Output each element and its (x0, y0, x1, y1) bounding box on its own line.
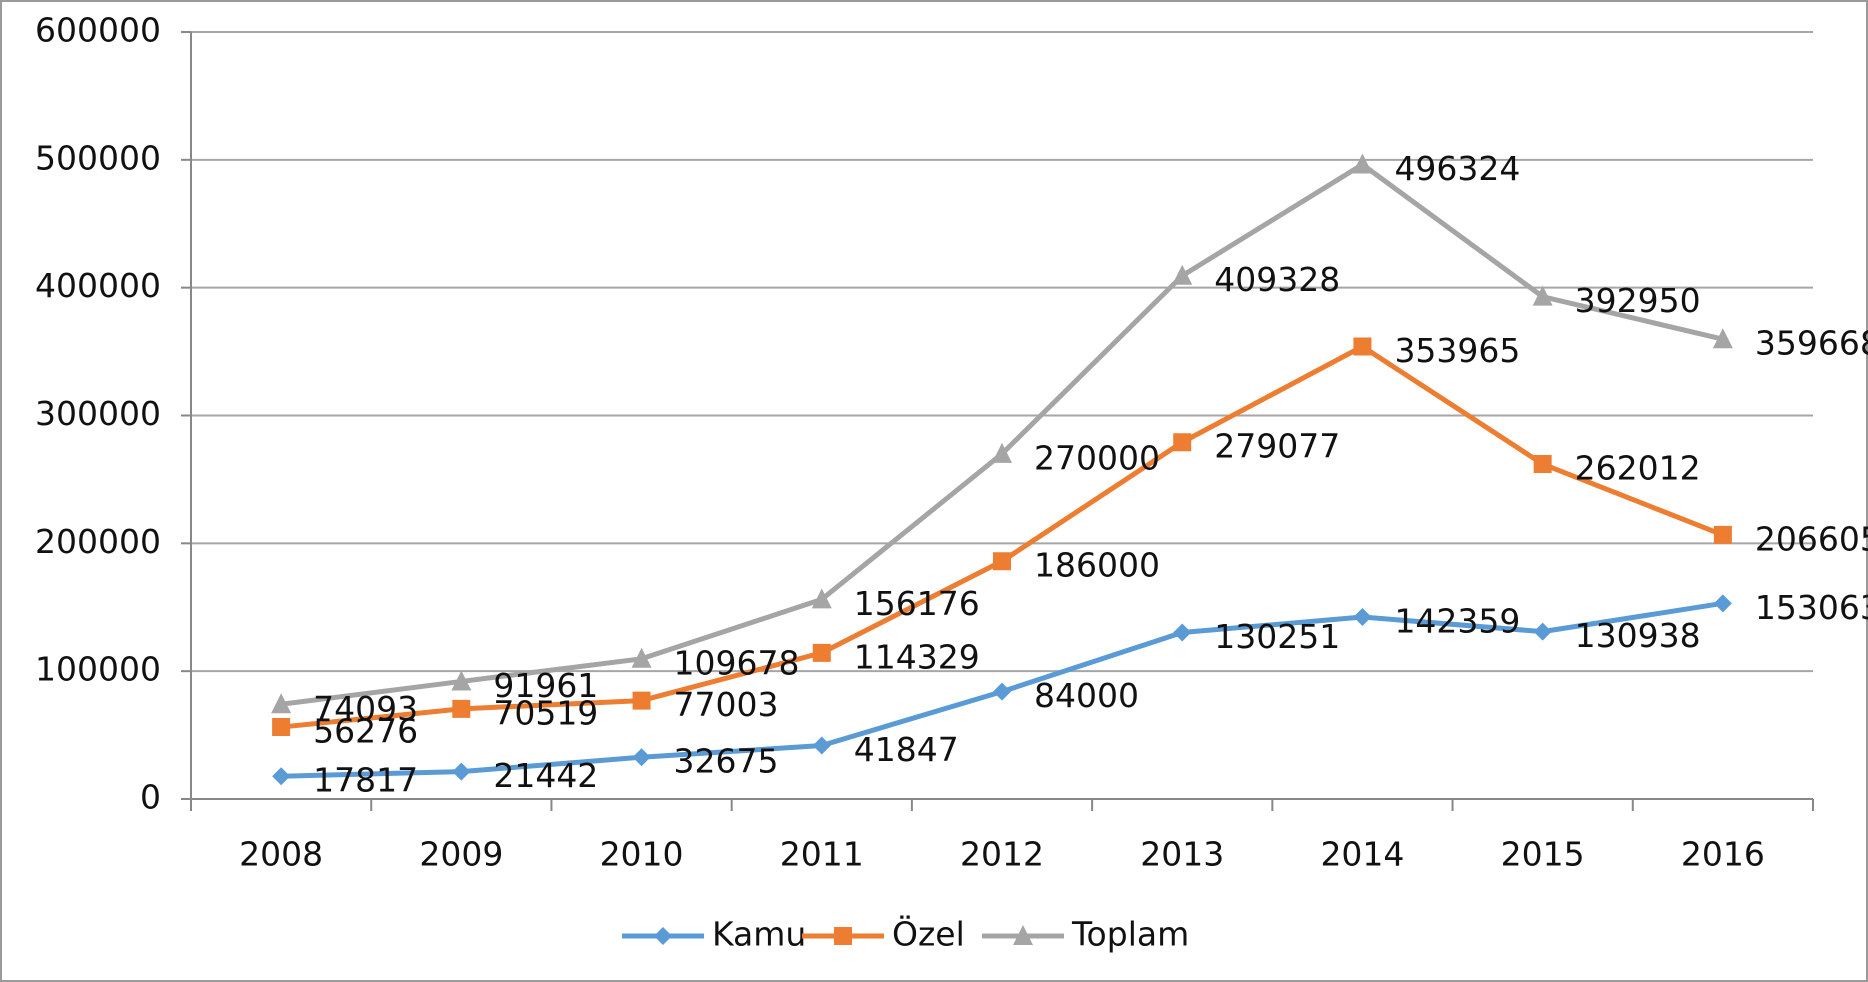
data-label: 496324 (1394, 149, 1520, 188)
legend-marker (1013, 925, 1033, 945)
data-point (272, 718, 291, 737)
x-tick-label: 2010 (600, 835, 684, 874)
data-point (1713, 525, 1732, 544)
data-label: 130938 (1575, 616, 1701, 655)
data-label: 41847 (854, 730, 959, 769)
x-tick-label: 2014 (1320, 835, 1404, 874)
data-label: 32675 (674, 742, 779, 781)
legend-marker (654, 927, 672, 945)
data-label: 84000 (1034, 676, 1139, 715)
y-tick-label: 500000 (35, 138, 161, 177)
data-point (1173, 433, 1192, 452)
data-point (1713, 594, 1732, 613)
legend-label: Özel (892, 914, 965, 954)
data-label: 142359 (1394, 602, 1520, 641)
x-tick-label: 2011 (780, 835, 864, 874)
data-point (1353, 608, 1372, 627)
data-point (993, 682, 1011, 701)
legend-marker (834, 927, 852, 945)
data-point (1533, 455, 1552, 474)
data-point (271, 693, 292, 714)
data-label: 70519 (493, 693, 598, 732)
data-point (1533, 622, 1552, 641)
data-point (992, 442, 1012, 463)
y-tick-label: 300000 (35, 394, 161, 433)
data-point (451, 670, 472, 691)
data-point (631, 647, 652, 668)
data-label: 359668 (1755, 324, 1868, 363)
data-label: 74093 (313, 689, 418, 728)
data-point (1712, 328, 1733, 349)
data-point (632, 691, 651, 710)
data-point (812, 643, 831, 662)
data-label: 206605 (1755, 519, 1868, 558)
x-tick-label: 2013 (1140, 835, 1224, 874)
data-label: 270000 (1034, 438, 1160, 477)
data-label: 279077 (1214, 427, 1340, 466)
y-tick-label: 100000 (35, 650, 161, 689)
data-label: 21442 (493, 756, 598, 795)
data-label: 130251 (1214, 617, 1340, 656)
data-label: 91961 (493, 666, 598, 705)
data-point (1352, 153, 1373, 174)
data-point (1532, 285, 1553, 306)
data-label: 353965 (1394, 331, 1520, 370)
data-label: 109678 (674, 643, 800, 682)
data-label: 77003 (674, 685, 779, 724)
data-label: 409328 (1214, 260, 1340, 299)
data-label: 392950 (1575, 281, 1701, 320)
y-tick-label: 0 (140, 778, 161, 817)
data-point (1172, 264, 1193, 285)
data-point (1353, 337, 1372, 356)
x-tick-label: 2012 (960, 835, 1044, 874)
data-point (632, 748, 651, 767)
x-tick-label: 2008 (239, 835, 323, 874)
legend-label: Toplam (1071, 915, 1189, 954)
data-label: 17817 (313, 761, 418, 800)
data-point (993, 552, 1011, 571)
data-label: 186000 (1034, 546, 1160, 585)
x-tick-label: 2016 (1681, 835, 1765, 874)
data-point (272, 767, 291, 786)
data-point (811, 588, 832, 609)
data-point (452, 699, 471, 718)
data-point (812, 736, 831, 755)
data-label: 153063 (1755, 588, 1868, 627)
data-label: 262012 (1575, 449, 1701, 488)
data-label: 114329 (854, 637, 980, 676)
y-tick-label: 600000 (35, 11, 161, 50)
y-tick-label: 400000 (35, 266, 161, 305)
legend-label: Kamu (712, 915, 806, 954)
data-point (452, 762, 471, 781)
data-label: 156176 (854, 584, 980, 623)
data-point (1173, 623, 1192, 642)
x-tick-label: 2015 (1501, 835, 1585, 874)
y-tick-label: 200000 (35, 522, 161, 561)
x-tick-label: 2009 (419, 835, 503, 874)
data-label: 56276 (313, 712, 418, 751)
